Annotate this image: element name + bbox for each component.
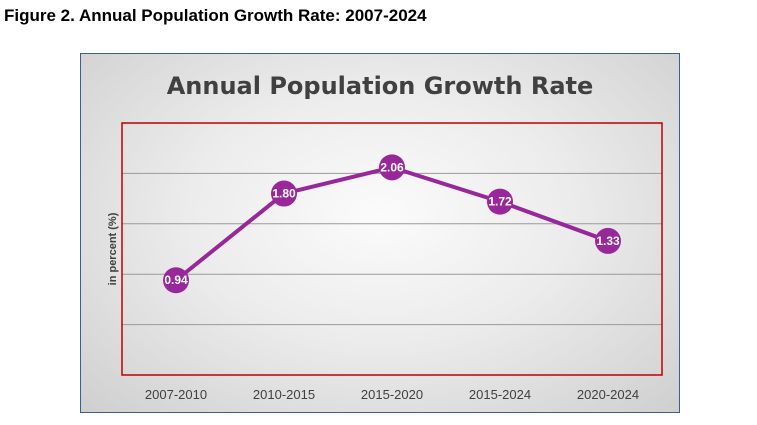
x-tick-label: 2015-2020 [361,387,423,402]
x-tick-label: 2010-2015 [253,387,315,402]
data-point [487,188,513,215]
x-tick-label: 2007-2010 [145,387,207,402]
figure-caption: Figure 2. Annual Population Growth Rate:… [4,6,427,25]
data-point [271,180,297,207]
data-label: 0.94 [164,273,188,287]
data-label: 1.72 [488,195,512,209]
data-point [595,227,621,254]
y-axis-label: in percent (%) [107,212,119,285]
data-label: 2.06 [380,160,404,174]
chart-frame: Annual Population Growth Rate in percent… [80,53,680,413]
data-label: 1.33 [596,234,620,248]
data-point [163,267,189,294]
data-label: 1.80 [272,187,296,201]
x-tick-label: 2015-2024 [469,387,531,402]
data-point [379,154,405,181]
chart-title: Annual Population Growth Rate [167,72,594,100]
x-tick-label: 2020-2024 [577,387,639,402]
plot-area-border [121,122,663,376]
line-chart: Annual Population Growth Rate in percent… [107,72,663,402]
